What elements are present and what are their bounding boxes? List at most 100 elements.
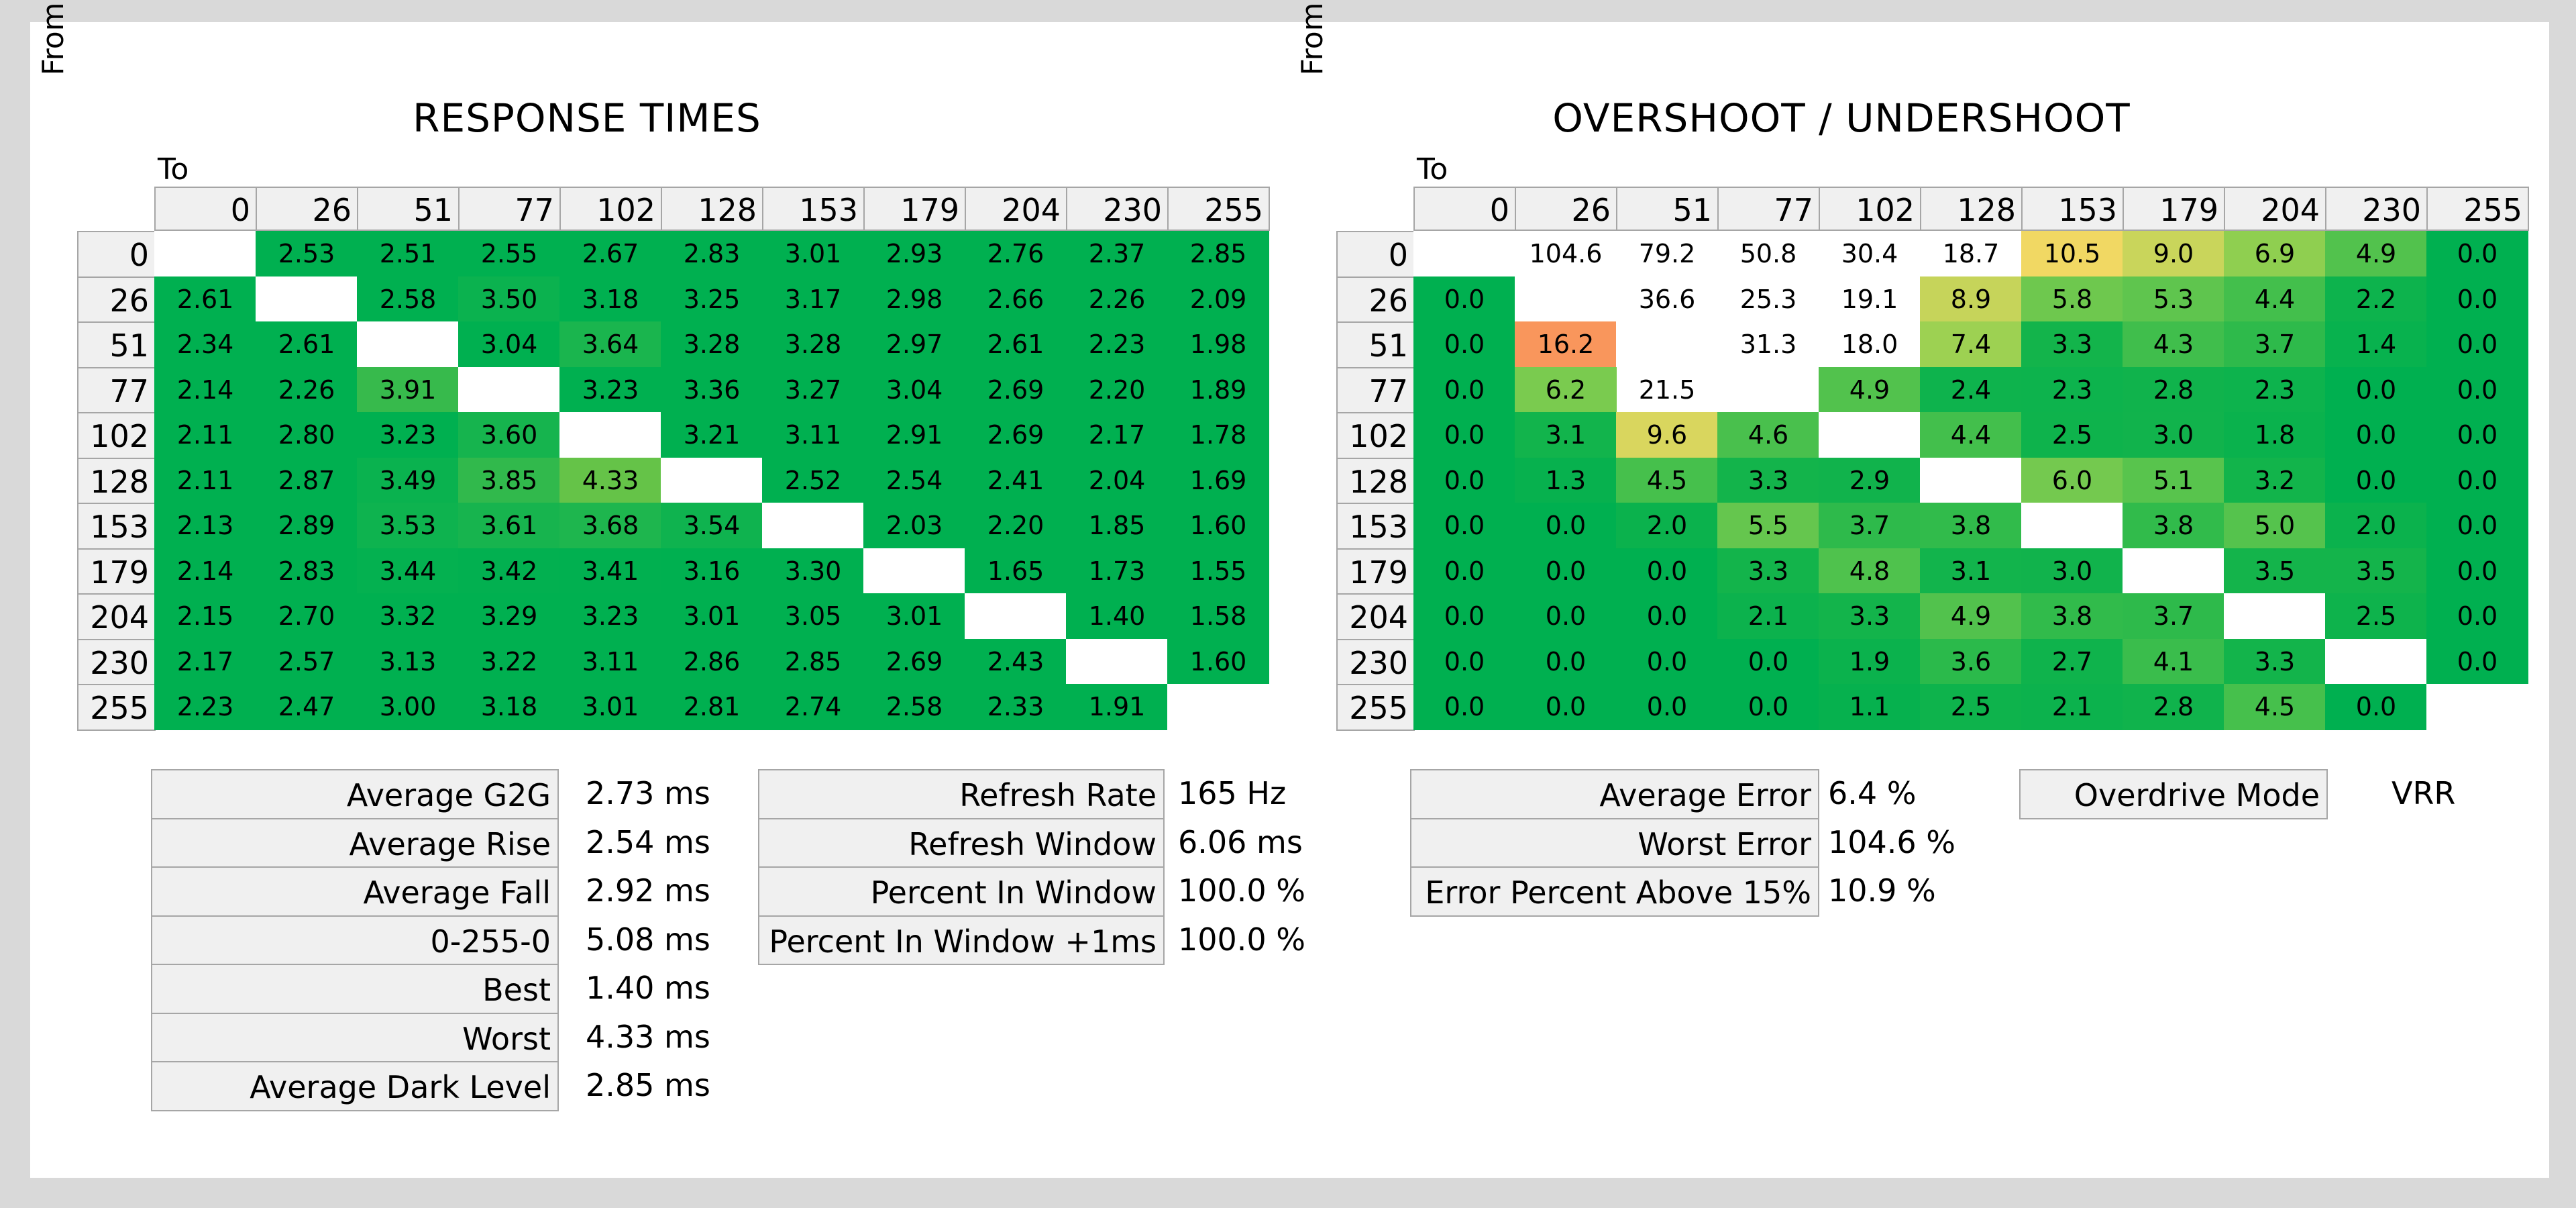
heatmap-cell: 36.6 <box>1638 284 1696 314</box>
heatmap-cell: 0.0 <box>2426 503 2528 549</box>
row-header: 230 <box>1336 638 1415 685</box>
heatmap-cell: 2.52 <box>762 457 864 503</box>
heatmap-cell: 3.44 <box>357 548 459 594</box>
heatmap-cell: 3.1 <box>1920 548 2022 594</box>
heatmap-cell: 2.14 <box>154 366 256 413</box>
heatmap-cell: 2.55 <box>458 231 560 277</box>
heatmap-cell: 4.4 <box>2224 276 2326 322</box>
heatmap-cell: 2.87 <box>256 457 358 503</box>
heatmap-cell: 2.3 <box>2021 366 2123 413</box>
heatmap-cell: 3.8 <box>2123 503 2224 549</box>
heatmap-cell: 1.89 <box>1167 366 1269 413</box>
col-header: 51 <box>357 187 460 231</box>
heatmap-cell: 3.00 <box>357 684 459 730</box>
stat-label: Overdrive Mode <box>2019 769 2328 819</box>
stat-label: Error Percent Above 15% <box>1410 866 1819 917</box>
stat-label: Percent In Window <box>758 866 1165 917</box>
row-header: 255 <box>77 684 156 731</box>
heatmap-cell: 2.89 <box>256 503 358 549</box>
response-times-title: RESPONSE TIMES <box>413 95 761 141</box>
heatmap-cell: 18.0 <box>1841 330 1898 359</box>
stat-label: Worst Error <box>1410 817 1819 868</box>
heatmap-cell: 2.43 <box>965 638 1067 685</box>
heatmap-cell: 3.0 <box>2123 412 2224 458</box>
heatmap-cell: 3.3 <box>1717 457 1819 503</box>
heatmap-cell: 3.25 <box>661 276 763 322</box>
heatmap-cell: 2.47 <box>256 684 358 730</box>
heatmap-cell: 3.29 <box>458 593 560 640</box>
heatmap-cell: 2.03 <box>863 503 965 549</box>
heatmap-cell: 0.0 <box>2325 366 2427 413</box>
heatmap-cell: 2.70 <box>256 593 358 640</box>
heatmap-cell: 3.18 <box>458 684 560 730</box>
heatmap-cell: 2.76 <box>965 231 1067 277</box>
heatmap-cell: 0.0 <box>1413 684 1515 730</box>
row-header: 255 <box>1336 684 1415 731</box>
heatmap-cell: 4.9 <box>1920 593 2022 640</box>
heatmap-cell: 0.0 <box>2325 457 2427 503</box>
heatmap-cell: 5.5 <box>1717 503 1819 549</box>
heatmap-cell: 3.5 <box>2224 548 2326 594</box>
heatmap-cell: 1.85 <box>1066 503 1168 549</box>
heatmap-cell: 4.1 <box>2123 638 2224 685</box>
heatmap-cell: 5.0 <box>2224 503 2326 549</box>
row-header: 77 <box>77 366 156 413</box>
heatmap-cell: 18.7 <box>1942 239 2000 268</box>
heatmap-cell: 3.8 <box>1920 503 2022 549</box>
heatmap-cell: 1.8 <box>2224 412 2326 458</box>
heatmap-cell <box>1819 412 1921 458</box>
heatmap-cell: 3.28 <box>661 321 763 368</box>
stat-label: Average Dark Level <box>151 1061 559 1111</box>
row-header: 0 <box>1336 231 1415 278</box>
heatmap-cell: 1.1 <box>1819 684 1921 730</box>
heatmap-cell <box>1920 457 2022 503</box>
heatmap-cell: 2.0 <box>2325 503 2427 549</box>
heatmap-cell: 3.5 <box>2325 548 2427 594</box>
col-header: 102 <box>559 187 662 231</box>
row-header: 102 <box>77 412 156 459</box>
heatmap-cell: 3.3 <box>2224 638 2326 685</box>
stat-value: 6.06 ms <box>1178 823 1303 860</box>
heatmap-cell: 2.14 <box>154 548 256 594</box>
heatmap-cell: 2.1 <box>2021 684 2123 730</box>
heatmap-cell: 2.51 <box>357 231 459 277</box>
heatmap-cell: 2.11 <box>154 412 256 458</box>
heatmap-cell: 2.58 <box>863 684 965 730</box>
overshoot-title: OVERSHOOT / UNDERSHOOT <box>1552 95 2131 141</box>
heatmap-cell: 4.5 <box>1616 457 1718 503</box>
heatmap-cell: 3.18 <box>559 276 661 322</box>
results-panel: RESPONSE TIMES To From 0 26 51 77 102 128 153 1… <box>30 3 2549 1178</box>
heatmap-cell: 10.5 <box>2021 231 2123 277</box>
row-header: 51 <box>77 321 156 368</box>
heatmap-cell: 2.8 <box>2123 684 2224 730</box>
heatmap-cell: 3.91 <box>357 366 459 413</box>
stat-label: Average G2G <box>151 769 559 819</box>
heatmap-cell: 1.73 <box>1066 548 1168 594</box>
heatmap-cell: 1.69 <box>1167 457 1269 503</box>
col-header: 26 <box>256 187 358 231</box>
stat-value: VRR <box>2392 775 2456 811</box>
heatmap-cell: 3.04 <box>863 366 965 413</box>
heatmap-cell: 0.0 <box>2426 231 2528 277</box>
heatmap-cell: 6.0 <box>2021 457 2123 503</box>
heatmap-cell: 1.60 <box>1167 503 1269 549</box>
heatmap-cell <box>863 548 965 594</box>
heatmap-cell: 2.69 <box>965 366 1067 413</box>
heatmap-cell: 0.0 <box>1413 638 1515 685</box>
stat-value: 165 Hz <box>1178 775 1287 811</box>
heatmap-cell: 3.23 <box>357 412 459 458</box>
heatmap-cell <box>154 231 256 277</box>
heatmap-cell: 3.23 <box>559 593 661 640</box>
heatmap-cell: 8.9 <box>1920 276 2022 322</box>
heatmap-cell: 1.91 <box>1066 684 1168 730</box>
overshoot-to-label: To <box>1417 152 1448 187</box>
heatmap-cell: 3.7 <box>2224 321 2326 368</box>
col-header: 0 <box>154 187 257 231</box>
heatmap-cell: 3.32 <box>357 593 459 640</box>
heatmap-cell: 16.2 <box>1515 321 1617 368</box>
heatmap-cell: 2.86 <box>661 638 763 685</box>
heatmap-cell: 2.41 <box>965 457 1067 503</box>
heatmap-cell: 2.04 <box>1066 457 1168 503</box>
heatmap-cell <box>762 503 864 549</box>
heatmap-cell: 104.6 <box>1529 239 1603 268</box>
